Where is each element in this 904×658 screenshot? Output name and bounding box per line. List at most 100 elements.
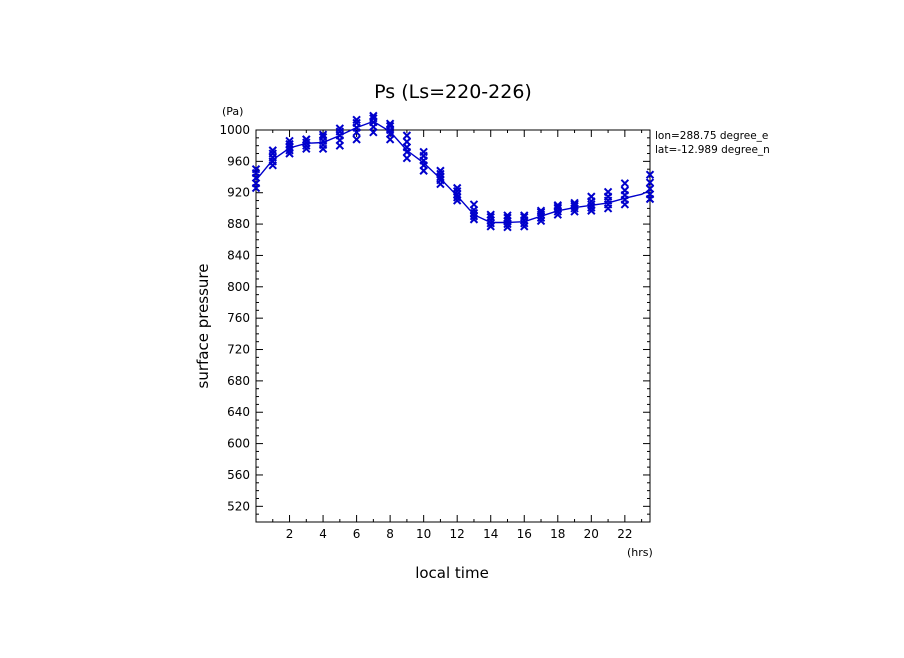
data-point-marker [385, 119, 395, 128]
data-point-marker [520, 212, 529, 222]
data-point-marker [645, 170, 655, 179]
data-point-marker [603, 187, 613, 197]
data-point-marker [520, 211, 529, 220]
y-tick-label: 680 [227, 374, 250, 388]
x-tick-label: 20 [584, 527, 599, 541]
data-point-marker [645, 184, 655, 194]
y-axis-unit: (Pa) [222, 105, 243, 118]
data-point-marker [251, 164, 261, 174]
data-point-marker [486, 212, 495, 222]
data-point-marker [452, 190, 462, 199]
x-tick-label: 18 [550, 527, 565, 541]
x-tick-label: 12 [450, 527, 465, 541]
data-point-marker [520, 222, 529, 231]
x-tick-label: 2 [286, 527, 294, 541]
data-point-marker [419, 147, 428, 157]
data-point-marker [645, 178, 655, 187]
y-tick-label: 1000 [219, 123, 250, 137]
x-tick-label: 10 [416, 527, 431, 541]
data-point-marker [620, 186, 630, 195]
y-tick-label: 760 [227, 311, 250, 325]
data-point-marker [268, 146, 277, 155]
x-tick-label: 22 [617, 527, 632, 541]
data-point-marker [486, 222, 495, 231]
x-axis-unit: (hrs) [627, 546, 653, 559]
data-point-marker [553, 204, 562, 213]
x-tick-label: 6 [353, 527, 361, 541]
data-point-marker [402, 131, 412, 140]
data-point-marker [285, 146, 294, 155]
data-point-marker [503, 211, 512, 220]
data-point-marker [318, 132, 328, 142]
data-point-marker [587, 203, 596, 212]
data-point-marker [335, 127, 345, 136]
info-lon: lon=288.75 degree_e [655, 130, 768, 142]
y-tick-label: 840 [227, 248, 250, 262]
data-point-marker [402, 154, 412, 163]
data-point-marker [486, 219, 495, 228]
y-tick-label: 520 [227, 499, 250, 513]
data-point-marker [452, 183, 462, 193]
data-point-marker [302, 135, 311, 144]
data-point-marker [520, 219, 529, 228]
data-point-marker [369, 111, 378, 121]
data-point-marker [553, 201, 562, 210]
y-tick-label: 880 [227, 217, 250, 231]
y-tick-label: 640 [227, 405, 250, 419]
data-point-marker [587, 206, 596, 215]
data-point-marker [553, 210, 562, 219]
data-point-marker [352, 135, 361, 144]
x-tick-label: 16 [517, 527, 532, 541]
data-point-marker [285, 139, 294, 149]
data-point-marker [469, 212, 479, 221]
data-point-marker [268, 149, 277, 158]
y-tick-label: 920 [227, 186, 250, 200]
chart-title: Ps (Ls=220-226) [374, 81, 532, 103]
data-point-marker [436, 166, 445, 175]
data-point-marker [436, 172, 445, 182]
x-axis-title: local time [415, 564, 489, 582]
data-point-marker [302, 144, 311, 154]
data-point-marker [318, 130, 328, 139]
y-tick-label: 800 [227, 280, 250, 294]
data-point-marker [452, 193, 462, 202]
x-tick-label: 4 [319, 527, 327, 541]
data-point-marker [503, 213, 512, 223]
data-point-marker [587, 192, 596, 201]
x-tick-label: 8 [386, 527, 394, 541]
x-tick-label: 14 [483, 527, 498, 541]
data-point-marker [369, 114, 378, 123]
data-point-marker [352, 115, 361, 125]
data-point-marker [469, 200, 479, 209]
data-point-marker [503, 223, 512, 232]
data-point-marker [536, 208, 546, 217]
data-point-marker [553, 202, 562, 212]
data-point-marker [452, 186, 462, 196]
data-point-marker [503, 219, 512, 229]
data-point-marker [587, 200, 596, 209]
data-point-marker [352, 118, 361, 128]
data-point-marker [570, 200, 579, 209]
data-point-marker [302, 141, 311, 150]
data-point-marker [620, 179, 630, 188]
y-tick-label: 720 [227, 343, 250, 357]
data-point-marker [436, 175, 445, 185]
data-point-marker [285, 149, 294, 158]
y-tick-label: 960 [227, 154, 250, 168]
data-point-marker [285, 143, 294, 152]
data-point-marker [570, 198, 579, 208]
data-point-marker [285, 136, 294, 146]
data-point-marker [402, 137, 412, 146]
data-point-marker [536, 206, 546, 215]
y-tick-label: 560 [227, 468, 250, 482]
y-axis-title: surface pressure [194, 264, 212, 389]
data-point-marker [436, 169, 445, 179]
info-lat: lat=-12.989 degree_n [655, 144, 770, 156]
data-point-marker [570, 201, 579, 211]
data-point-marker [452, 196, 462, 205]
y-tick-label: 600 [227, 437, 250, 451]
series-markers [251, 111, 655, 232]
data-point-marker [536, 216, 546, 226]
